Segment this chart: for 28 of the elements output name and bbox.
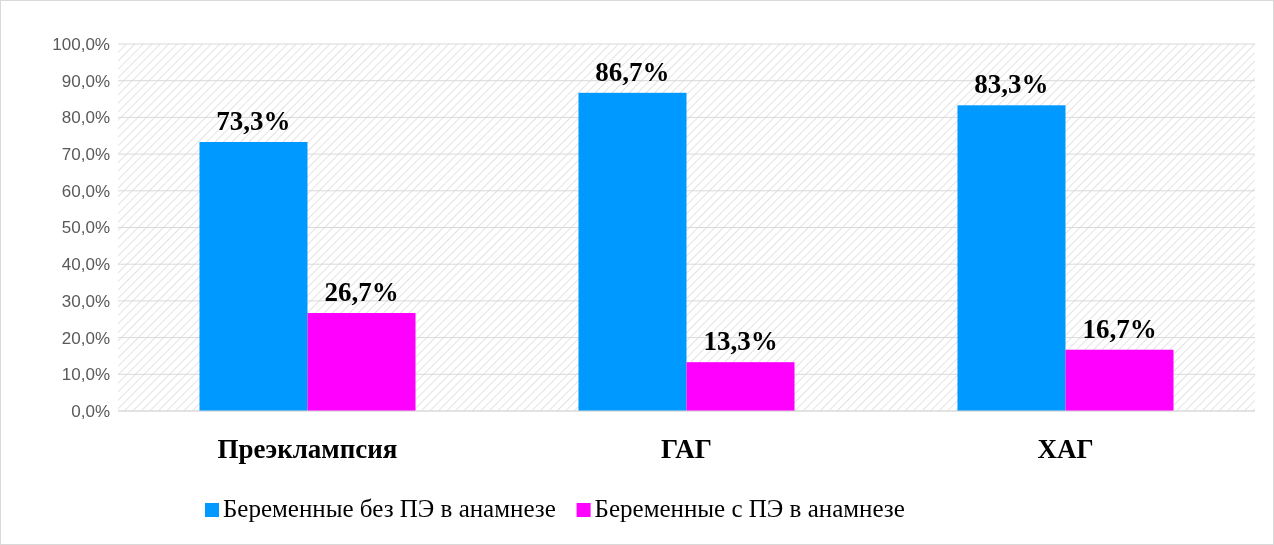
data-label: 83,3% xyxy=(974,69,1049,100)
bar xyxy=(307,313,416,411)
data-label: 86,7% xyxy=(595,56,670,87)
x-tick-label: ГАГ xyxy=(661,434,712,464)
data-label: 26,7% xyxy=(324,277,399,308)
y-tick-label: 0,0% xyxy=(71,401,110,421)
bar xyxy=(199,141,308,411)
bar xyxy=(1065,349,1174,411)
legend-label: Беременные с ПЭ в анамнезе xyxy=(594,495,905,522)
y-tick-label: 50,0% xyxy=(61,218,110,238)
y-tick-label: 80,0% xyxy=(61,108,110,128)
bar xyxy=(686,362,795,411)
y-tick-label: 100,0% xyxy=(52,34,110,54)
bar xyxy=(578,92,687,411)
y-tick-label: 10,0% xyxy=(61,365,110,385)
legend-label: Беременные без ПЭ в анамнезе xyxy=(223,495,556,522)
y-tick-label: 70,0% xyxy=(61,145,110,165)
data-label: 16,7% xyxy=(1082,313,1157,344)
x-tick-label: Преэклампсия xyxy=(217,434,398,464)
y-tick-label: 20,0% xyxy=(61,328,110,348)
y-tick-label: 30,0% xyxy=(61,291,110,311)
data-label: 13,3% xyxy=(703,326,778,357)
y-tick-label: 90,0% xyxy=(61,71,110,91)
y-tick-label: 40,0% xyxy=(61,255,110,275)
y-tick-label: 60,0% xyxy=(61,181,110,201)
x-tick-label: ХАГ xyxy=(1037,434,1094,464)
bar xyxy=(957,105,1066,411)
data-label: 73,3% xyxy=(216,105,291,136)
